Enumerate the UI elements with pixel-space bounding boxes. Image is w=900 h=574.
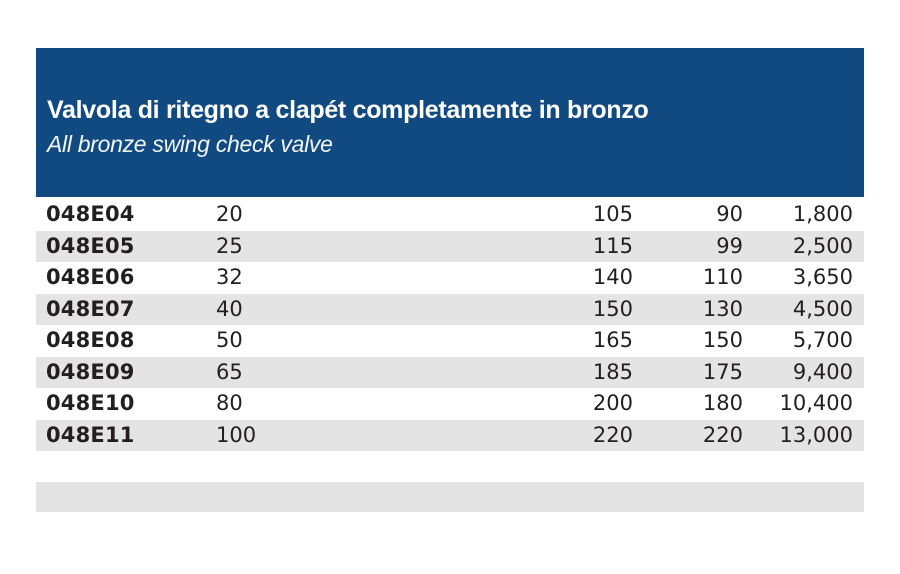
product-header: Valvola di ritegno a clapét completament… bbox=[36, 48, 864, 197]
product-code-cell: 048E08 bbox=[46, 328, 135, 353]
product-title-english: All bronze swing check valve bbox=[47, 131, 333, 158]
product-title-italian: Valvola di ritegno a clapét completament… bbox=[47, 96, 649, 124]
col3-cell: 220 bbox=[592, 422, 633, 447]
col5-cell: 13,000 bbox=[779, 422, 853, 447]
product-code-cell: 048E10 bbox=[46, 391, 135, 416]
col4-cell: 175 bbox=[702, 359, 743, 384]
col5-cell: 2,500 bbox=[792, 233, 853, 258]
table-row: 048E04 20 105 90 1,800 bbox=[36, 199, 864, 231]
col5-cell: 10,400 bbox=[779, 391, 853, 416]
product-code-cell: 048E07 bbox=[46, 296, 135, 321]
col2-cell: 25 bbox=[216, 233, 243, 258]
col5-cell: 1,800 bbox=[792, 202, 853, 227]
col3-cell: 140 bbox=[592, 265, 633, 290]
spec-table: 048E04 20 105 90 1,800 048E05 25 115 99 … bbox=[36, 199, 864, 451]
col3-cell: 105 bbox=[592, 202, 633, 227]
table-row: 048E11 100 220 220 13,000 bbox=[36, 419, 864, 451]
col2-cell: 100 bbox=[216, 422, 257, 447]
col5-cell: 3,650 bbox=[792, 265, 853, 290]
col4-cell: 99 bbox=[716, 233, 743, 258]
col5-cell: 5,700 bbox=[792, 328, 853, 353]
col4-cell: 130 bbox=[702, 296, 743, 321]
product-code-cell: 048E11 bbox=[46, 422, 135, 447]
col4-cell: 90 bbox=[716, 202, 743, 227]
table-row: 048E08 50 165 150 5,700 bbox=[36, 325, 864, 357]
col2-cell: 40 bbox=[216, 296, 243, 321]
col2-cell: 80 bbox=[216, 391, 243, 416]
col3-cell: 150 bbox=[592, 296, 633, 321]
col2-cell: 50 bbox=[216, 328, 243, 353]
col3-cell: 115 bbox=[592, 233, 633, 258]
table-row: 048E06 32 140 110 3,650 bbox=[36, 262, 864, 294]
product-code-cell: 048E09 bbox=[46, 359, 135, 384]
col5-cell: 4,500 bbox=[792, 296, 853, 321]
product-code-cell: 048E06 bbox=[46, 265, 135, 290]
product-code-cell: 048E04 bbox=[46, 202, 135, 227]
table-row: 048E07 40 150 130 4,500 bbox=[36, 293, 864, 325]
col2-cell: 65 bbox=[216, 359, 243, 384]
col4-cell: 110 bbox=[702, 265, 743, 290]
col3-cell: 185 bbox=[592, 359, 633, 384]
table-row: 048E05 25 115 99 2,500 bbox=[36, 230, 864, 262]
col2-cell: 32 bbox=[216, 265, 243, 290]
table-row: 048E09 65 185 175 9,400 bbox=[36, 356, 864, 388]
col2-cell: 20 bbox=[216, 202, 243, 227]
col3-cell: 200 bbox=[592, 391, 633, 416]
product-code-cell: 048E05 bbox=[46, 233, 135, 258]
col5-cell: 9,400 bbox=[792, 359, 853, 384]
empty-footer-bar bbox=[36, 482, 864, 512]
col4-cell: 180 bbox=[702, 391, 743, 416]
col3-cell: 165 bbox=[592, 328, 633, 353]
col4-cell: 220 bbox=[702, 422, 743, 447]
table-row: 048E10 80 200 180 10,400 bbox=[36, 388, 864, 420]
col4-cell: 150 bbox=[702, 328, 743, 353]
